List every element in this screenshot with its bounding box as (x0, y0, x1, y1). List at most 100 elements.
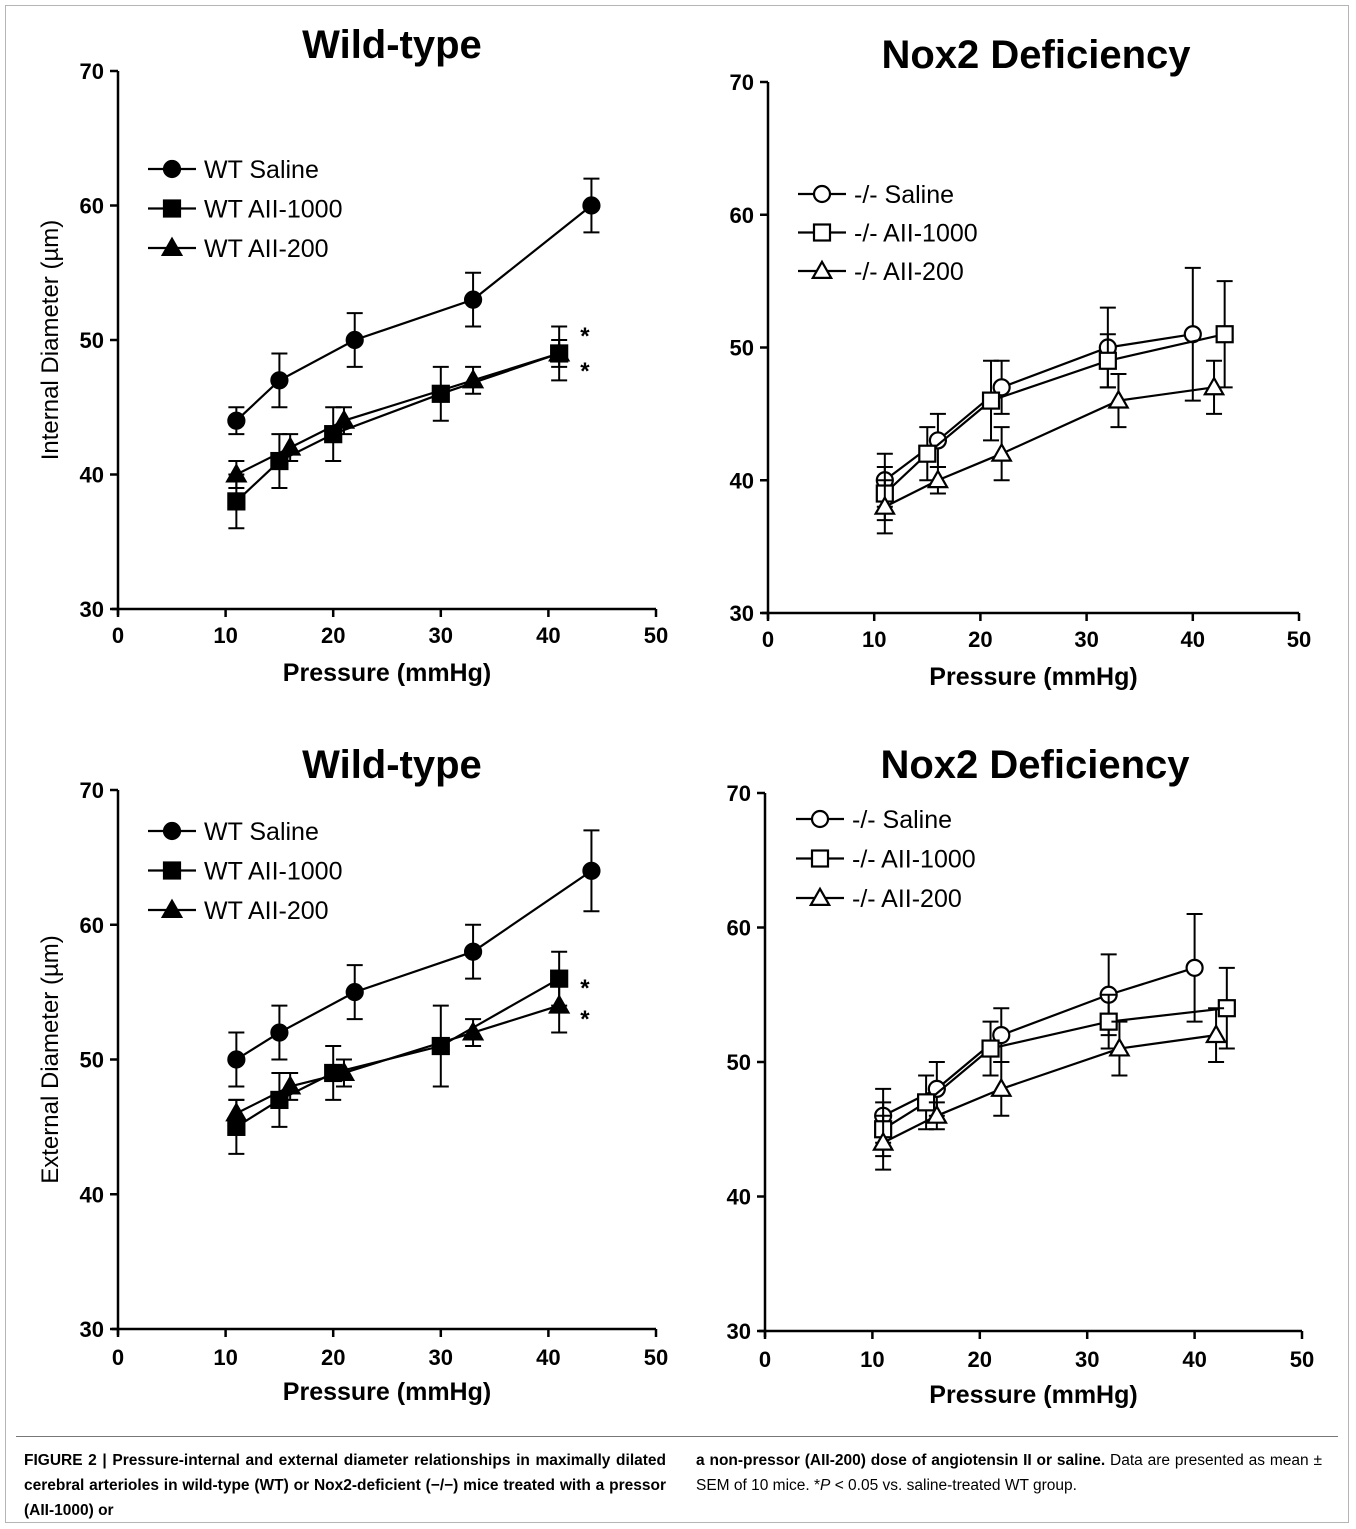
legend-entry: -/- AII-200 (796, 885, 962, 913)
significance-asterisk: * (580, 323, 590, 350)
x-tick-label: 50 (1287, 627, 1311, 652)
data-point (992, 378, 1011, 397)
data-point (345, 330, 364, 350)
legend-marker (808, 886, 832, 907)
series-wt-saline (227, 177, 601, 436)
figure-label: FIGURE 2 | (24, 1452, 107, 1469)
data-point (1098, 351, 1117, 370)
caption-left-column: FIGURE 2 | Pressure-internal and externa… (24, 1448, 666, 1523)
data-point (1185, 958, 1204, 977)
y-tick-label: 40 (730, 468, 754, 493)
x-tick-label: 0 (762, 627, 774, 652)
y-tick-label: 60 (730, 203, 754, 228)
legend-entry: -/- AII-200 (798, 258, 964, 286)
y-tick-label: 70 (80, 778, 104, 803)
caption-p-symbol: P (820, 1477, 831, 1494)
y-tick-label: 30 (727, 1319, 751, 1344)
x-tick-label: 40 (1182, 1347, 1206, 1372)
legend-marker (162, 821, 182, 841)
significance-asterisk: * (580, 1006, 590, 1033)
chart-1: Wild-type 30 40 50 60 70 0 10 20 30 40 50 Pressure (… (37, 23, 668, 687)
y-tick-label: 60 (80, 194, 104, 219)
legend-label: WT AII-200 (204, 235, 329, 263)
legend-marker (812, 184, 832, 204)
data-point (582, 861, 601, 880)
data-point (1108, 1037, 1131, 1057)
y-tick-label: 50 (727, 1050, 751, 1075)
data-point (227, 411, 246, 430)
x-tick-label: 40 (536, 623, 560, 648)
data-point (332, 409, 356, 429)
legend-label: -/- AII-200 (854, 258, 964, 286)
caption-right-column: a non-pressor (AII-200) dose of angioten… (696, 1448, 1322, 1498)
legend-label: WT AII-200 (204, 897, 329, 925)
legend-entry: WT AII-200 (148, 897, 329, 925)
x-tick-label: 20 (321, 1345, 345, 1370)
data-point (981, 1039, 1000, 1058)
chart-4: Nox2 Deficiency 30 40 50 60 70 0 10 20 30 40 50 Pres… (727, 743, 1315, 1409)
legend-entry: WT AII-1000 (148, 196, 343, 224)
series-aii-1000 (874, 966, 1236, 1158)
legend-label: -/- Saline (852, 806, 952, 834)
data-point (227, 1050, 246, 1069)
legend-label: -/- AII-1000 (854, 220, 978, 248)
y-tick-label: 60 (80, 913, 104, 938)
data-point (548, 342, 571, 362)
significance-asterisk: * (580, 975, 590, 1002)
data-point (1215, 325, 1234, 344)
data-point (873, 495, 896, 515)
data-point (270, 1023, 289, 1042)
x-axis-label: Pressure (mmHg) (283, 1378, 491, 1406)
legend-entry: WT AII-200 (148, 235, 329, 263)
y-tick-label: 40 (80, 1182, 104, 1207)
y-tick-label: 30 (80, 597, 104, 622)
data-point (279, 1075, 302, 1095)
chart-3: Wild-type 30 40 50 60 70 0 10 20 30 40 50 Pressure (… (37, 743, 668, 1406)
x-axis-label: Pressure (mmHg) (929, 1381, 1137, 1409)
data-point (992, 1025, 1011, 1045)
legend-marker (810, 259, 834, 279)
y-tick-label: 60 (727, 916, 751, 941)
legend-label: WT AII-1000 (204, 858, 343, 886)
y-tick-label: 70 (80, 59, 104, 84)
y-tick-label: 50 (80, 328, 104, 353)
data-point (990, 1077, 1013, 1097)
legend-label: -/- AII-200 (852, 885, 962, 913)
legend-marker (162, 861, 182, 880)
legend-entry: -/- Saline (798, 181, 954, 209)
legend-label: WT Saline (204, 818, 319, 846)
significance-asterisk: * (580, 358, 590, 385)
x-tick-label: 50 (644, 623, 668, 648)
x-tick-label: 0 (112, 1345, 124, 1370)
data-point (225, 1101, 248, 1122)
data-point (227, 492, 246, 511)
x-tick-label: 20 (968, 1347, 992, 1372)
caption-divider (16, 1436, 1338, 1437)
chart-title: Wild-type (302, 23, 482, 67)
legend-label: WT Saline (204, 156, 319, 184)
y-tick-label: 30 (730, 601, 754, 626)
data-point (270, 371, 289, 390)
x-tick-label: 50 (1290, 1347, 1314, 1372)
x-axis-label: Pressure (mmHg) (283, 659, 491, 687)
data-point (461, 1021, 485, 1041)
series-saline (875, 266, 1202, 508)
caption-text-2: < 0.05 vs. saline-treated WT group. (830, 1477, 1077, 1494)
data-point (1204, 1023, 1228, 1044)
legend-marker (810, 849, 830, 868)
x-tick-label: 10 (860, 1347, 884, 1372)
x-tick-label: 50 (644, 1345, 668, 1370)
series-wt-aii-200 (225, 339, 571, 489)
caption-text-1: Data are presented as mean ± SEM of 10 m… (696, 1452, 1323, 1494)
legend-entry: -/- AII-1000 (796, 846, 976, 874)
legend-entry: WT AII-1000 (148, 858, 343, 886)
legend-marker (162, 199, 182, 218)
legend-entry: WT Saline (148, 156, 319, 184)
x-tick-label: 30 (1074, 627, 1098, 652)
data-point (1202, 375, 1226, 396)
series-wt-aii-200 (225, 977, 571, 1128)
data-point (927, 1079, 946, 1099)
data-point (990, 442, 1013, 462)
x-tick-label: 30 (429, 1345, 453, 1370)
x-tick-label: 0 (759, 1347, 771, 1372)
